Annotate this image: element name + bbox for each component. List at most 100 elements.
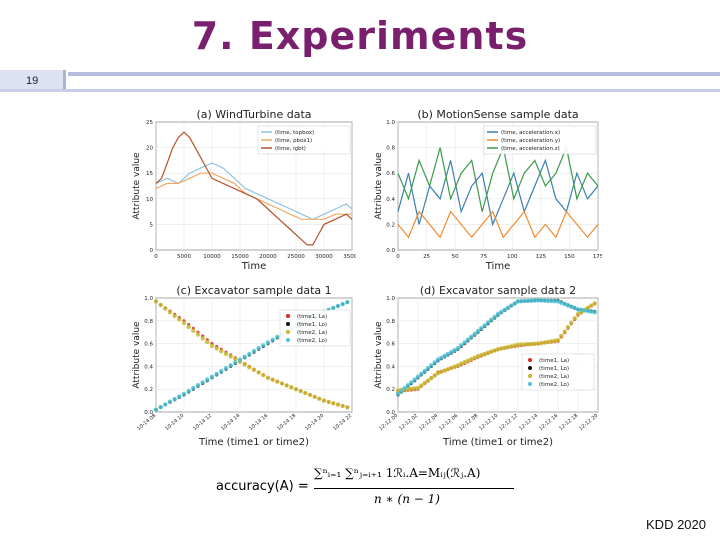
data-point bbox=[455, 346, 461, 351]
data-point bbox=[395, 388, 401, 393]
x-axis-label: Time (time1 or time2) bbox=[442, 437, 553, 448]
y-tick-label: 0.0 bbox=[386, 248, 395, 254]
legend-label: (time1, La) bbox=[297, 314, 327, 320]
data-point bbox=[549, 339, 554, 344]
data-point bbox=[412, 386, 417, 391]
data-point bbox=[425, 365, 431, 371]
data-point bbox=[442, 368, 447, 373]
data-point bbox=[562, 301, 567, 307]
data-point bbox=[505, 305, 511, 310]
data-point bbox=[462, 360, 467, 365]
data-point bbox=[214, 346, 219, 351]
y-tick-label: 1.0 bbox=[386, 296, 395, 302]
data-point bbox=[432, 373, 437, 378]
x-tick-label: 10-14 18 bbox=[276, 413, 297, 432]
x-tick-label: 5000 bbox=[177, 254, 191, 260]
data-point bbox=[205, 339, 210, 345]
data-point bbox=[519, 299, 524, 304]
data-point bbox=[552, 299, 557, 304]
legend-swatch bbox=[286, 330, 290, 334]
data-point bbox=[331, 305, 336, 311]
chart-title: (b) MotionSense sample data bbox=[417, 108, 578, 121]
legend-label: (time, igbt) bbox=[275, 146, 306, 152]
legend-label: (time, pbox1) bbox=[275, 138, 312, 144]
legend-swatch bbox=[286, 314, 290, 318]
data-point bbox=[482, 351, 487, 357]
data-point bbox=[172, 313, 177, 319]
data-point bbox=[214, 371, 219, 376]
y-tick-label: 0.6 bbox=[144, 342, 153, 348]
data-point bbox=[237, 357, 243, 362]
data-point bbox=[298, 388, 303, 394]
data-point bbox=[502, 345, 507, 350]
legend-label: (time, topbox) bbox=[275, 130, 314, 136]
data-point bbox=[415, 374, 421, 379]
x-tick-label: 35000 bbox=[343, 254, 356, 260]
data-point bbox=[515, 342, 521, 347]
y-tick-label: 0.2 bbox=[386, 222, 395, 228]
data-point bbox=[167, 399, 173, 404]
data-point bbox=[177, 317, 182, 322]
formula-denominator: n ∗ (n − 1) bbox=[374, 492, 440, 506]
data-point bbox=[542, 298, 547, 303]
data-point bbox=[472, 331, 477, 337]
y-tick-label: 0.6 bbox=[386, 342, 395, 348]
data-point bbox=[545, 339, 551, 345]
x-tick-label: 12-12 12 bbox=[498, 413, 519, 432]
data-point bbox=[592, 301, 597, 306]
data-point bbox=[525, 298, 531, 304]
y-tick-label: 0 bbox=[150, 248, 154, 254]
x-axis-label: Time bbox=[485, 261, 510, 272]
data-point bbox=[442, 353, 447, 358]
x-tick-label: 10-14 12 bbox=[192, 413, 213, 432]
y-axis-label: Attribute value bbox=[374, 321, 384, 389]
data-point bbox=[492, 314, 497, 319]
data-point bbox=[509, 344, 514, 349]
y-tick-label: 20 bbox=[146, 146, 153, 152]
data-point bbox=[542, 340, 547, 345]
x-tick-label: 12-12 14 bbox=[518, 413, 539, 432]
data-point bbox=[572, 316, 577, 321]
data-point bbox=[331, 401, 336, 406]
data-point bbox=[261, 343, 266, 348]
x-tick-label: 10000 bbox=[203, 254, 221, 260]
data-point bbox=[425, 378, 431, 383]
legend-label: (time, acceleration.y) bbox=[501, 138, 560, 144]
data-point bbox=[489, 317, 494, 322]
data-point bbox=[412, 377, 417, 382]
data-point bbox=[200, 336, 205, 341]
chart-excavator-1: (c) Excavator sample data 1 0.0 0.2 0.4 0.6 0… bbox=[132, 284, 353, 448]
data-point bbox=[275, 379, 280, 384]
x-axis-label: Time (time1 or time2) bbox=[198, 437, 309, 448]
data-point bbox=[565, 324, 571, 330]
y-tick-label: 0.6 bbox=[386, 171, 395, 177]
x-tick-label: 75 bbox=[480, 254, 487, 260]
data-point bbox=[172, 396, 177, 402]
data-point bbox=[335, 402, 341, 407]
data-point bbox=[340, 403, 345, 409]
data-point bbox=[532, 341, 537, 346]
data-point bbox=[289, 385, 294, 390]
data-point bbox=[340, 301, 345, 307]
y-tick-label: 5 bbox=[150, 222, 154, 228]
data-point bbox=[205, 377, 210, 382]
data-point bbox=[439, 355, 444, 360]
x-tick-label: 20000 bbox=[259, 254, 277, 260]
y-axis-label: Attribute value bbox=[374, 152, 384, 220]
y-tick-label: 25 bbox=[146, 120, 153, 126]
legend-box bbox=[257, 125, 351, 155]
data-point bbox=[256, 346, 261, 351]
data-point bbox=[492, 348, 497, 353]
data-point bbox=[209, 374, 215, 379]
data-point bbox=[186, 324, 191, 330]
data-point bbox=[186, 388, 191, 394]
legend-swatch bbox=[528, 366, 532, 370]
header-rule-lower bbox=[0, 89, 720, 92]
data-point bbox=[284, 383, 289, 388]
data-point bbox=[585, 308, 591, 314]
legend-swatch bbox=[286, 338, 290, 342]
legend-label: (time2, Lo) bbox=[297, 338, 327, 344]
data-point bbox=[495, 311, 501, 317]
data-point bbox=[589, 309, 594, 314]
x-tick-label: 12-12 08 bbox=[458, 413, 479, 432]
